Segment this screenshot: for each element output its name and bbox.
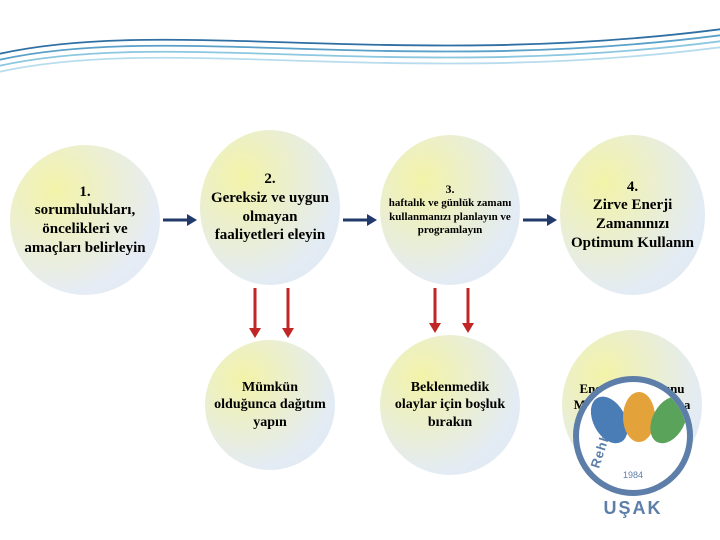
- diagram-canvas: 1.sorumlulukları, öncelikleri ve amaçlar…: [0, 90, 720, 530]
- logo-circle: Rehber 1984: [573, 376, 693, 496]
- node-number: 3.: [446, 182, 455, 197]
- flow-node-n4: 4.Zirve Enerji Zamanınızı Optimum Kullan…: [560, 135, 705, 295]
- flow-node-n1: 1.sorumlulukları, öncelikleri ve amaçlar…: [10, 145, 160, 295]
- node-text: Zirve Enerji Zamanınızı Optimum Kullanın: [568, 196, 697, 252]
- flow-node-n2: 2.Gereksiz ve uygun olmayan faaliyetleri…: [200, 130, 340, 285]
- node-number: 2.: [264, 170, 275, 189]
- flow-node-n5: Mümkün olduğunca dağıtım yapın: [205, 340, 335, 470]
- header-wave: [0, 0, 720, 90]
- node-text: Gereksiz ve uygun olmayan faaliyetleri e…: [208, 189, 332, 245]
- node-number: 1.: [79, 183, 90, 202]
- node-text: sorumlulukları, öncelikleri ve amaçları …: [18, 201, 152, 257]
- logo-year: 1984: [623, 470, 643, 480]
- node-number: 4.: [627, 178, 638, 197]
- wave-svg: [0, 0, 720, 90]
- flow-node-n6: Beklenmedik olaylar için boşluk bırakın: [380, 335, 520, 475]
- logo-badge: Rehber 1984 UŞAK: [558, 372, 708, 522]
- logo-city: UŞAK: [603, 498, 662, 519]
- node-text: Mümkün olduğunca dağıtım yapın: [213, 379, 327, 432]
- flow-node-n3: 3.haftalık ve günlük zamanı kullanmanızı…: [380, 135, 520, 285]
- node-text: haftalık ve günlük zamanı kullanmanızı p…: [388, 197, 512, 238]
- logo-inner: Rehber 1984: [579, 382, 687, 490]
- node-text: Beklenmedik olaylar için boşluk bırakın: [388, 379, 512, 432]
